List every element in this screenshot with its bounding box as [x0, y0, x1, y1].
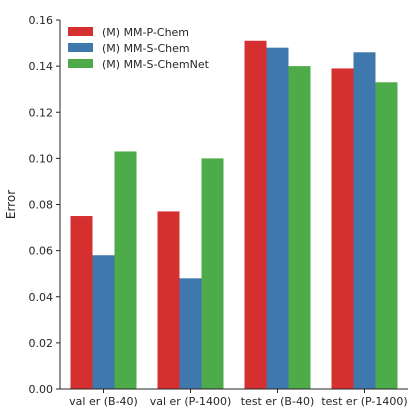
x-axis-ticks: val er (B-40) val er (P-1400) test er (B-4…	[69, 389, 408, 407]
y-tick-label: 0.00	[29, 383, 54, 396]
y-tick-label: 0.10	[29, 152, 54, 165]
legend-swatch	[68, 27, 93, 36]
bar	[353, 52, 376, 389]
legend-label: (M) MM-S-ChemNet	[102, 58, 210, 71]
bar	[266, 47, 289, 390]
y-tick-label: 0.14	[29, 60, 54, 73]
legend-swatch	[68, 59, 93, 68]
y-tick-label: 0.06	[29, 245, 54, 258]
y-tick-label: 0.02	[29, 337, 54, 350]
bar	[157, 211, 180, 389]
bar	[331, 68, 354, 390]
y-tick-label: 0.04	[29, 291, 54, 304]
legend: (M) MM-P-Chem (M) MM-S-Chem (M) MM-S-ChemN…	[68, 26, 210, 71]
bar	[179, 278, 202, 389]
x-tick-label: test er (P-1400)	[321, 395, 407, 407]
bar	[92, 255, 115, 389]
y-tick-label: 0.12	[29, 106, 54, 119]
y-axis-ticks: 0.00 0.02 0.04 0.06 0.08 0.10 0.12 0.14 0.16	[29, 14, 60, 396]
x-tick-label: test er (B-40)	[241, 395, 315, 407]
x-tick-label: val er (B-40)	[69, 395, 138, 407]
y-axis-label: Error	[4, 190, 18, 219]
bar	[70, 216, 93, 389]
legend-label: (M) MM-S-Chem	[102, 42, 190, 55]
bar	[288, 66, 311, 389]
bar	[201, 158, 224, 389]
legend-label: (M) MM-P-Chem	[102, 26, 189, 39]
y-tick-label: 0.16	[29, 14, 54, 27]
legend-swatch	[68, 43, 93, 52]
y-tick-label: 0.08	[29, 199, 54, 212]
bar	[244, 40, 267, 389]
bar	[114, 151, 137, 389]
x-tick-label: val er (P-1400)	[150, 395, 232, 407]
bar	[375, 82, 398, 390]
bars-layer	[70, 40, 398, 390]
